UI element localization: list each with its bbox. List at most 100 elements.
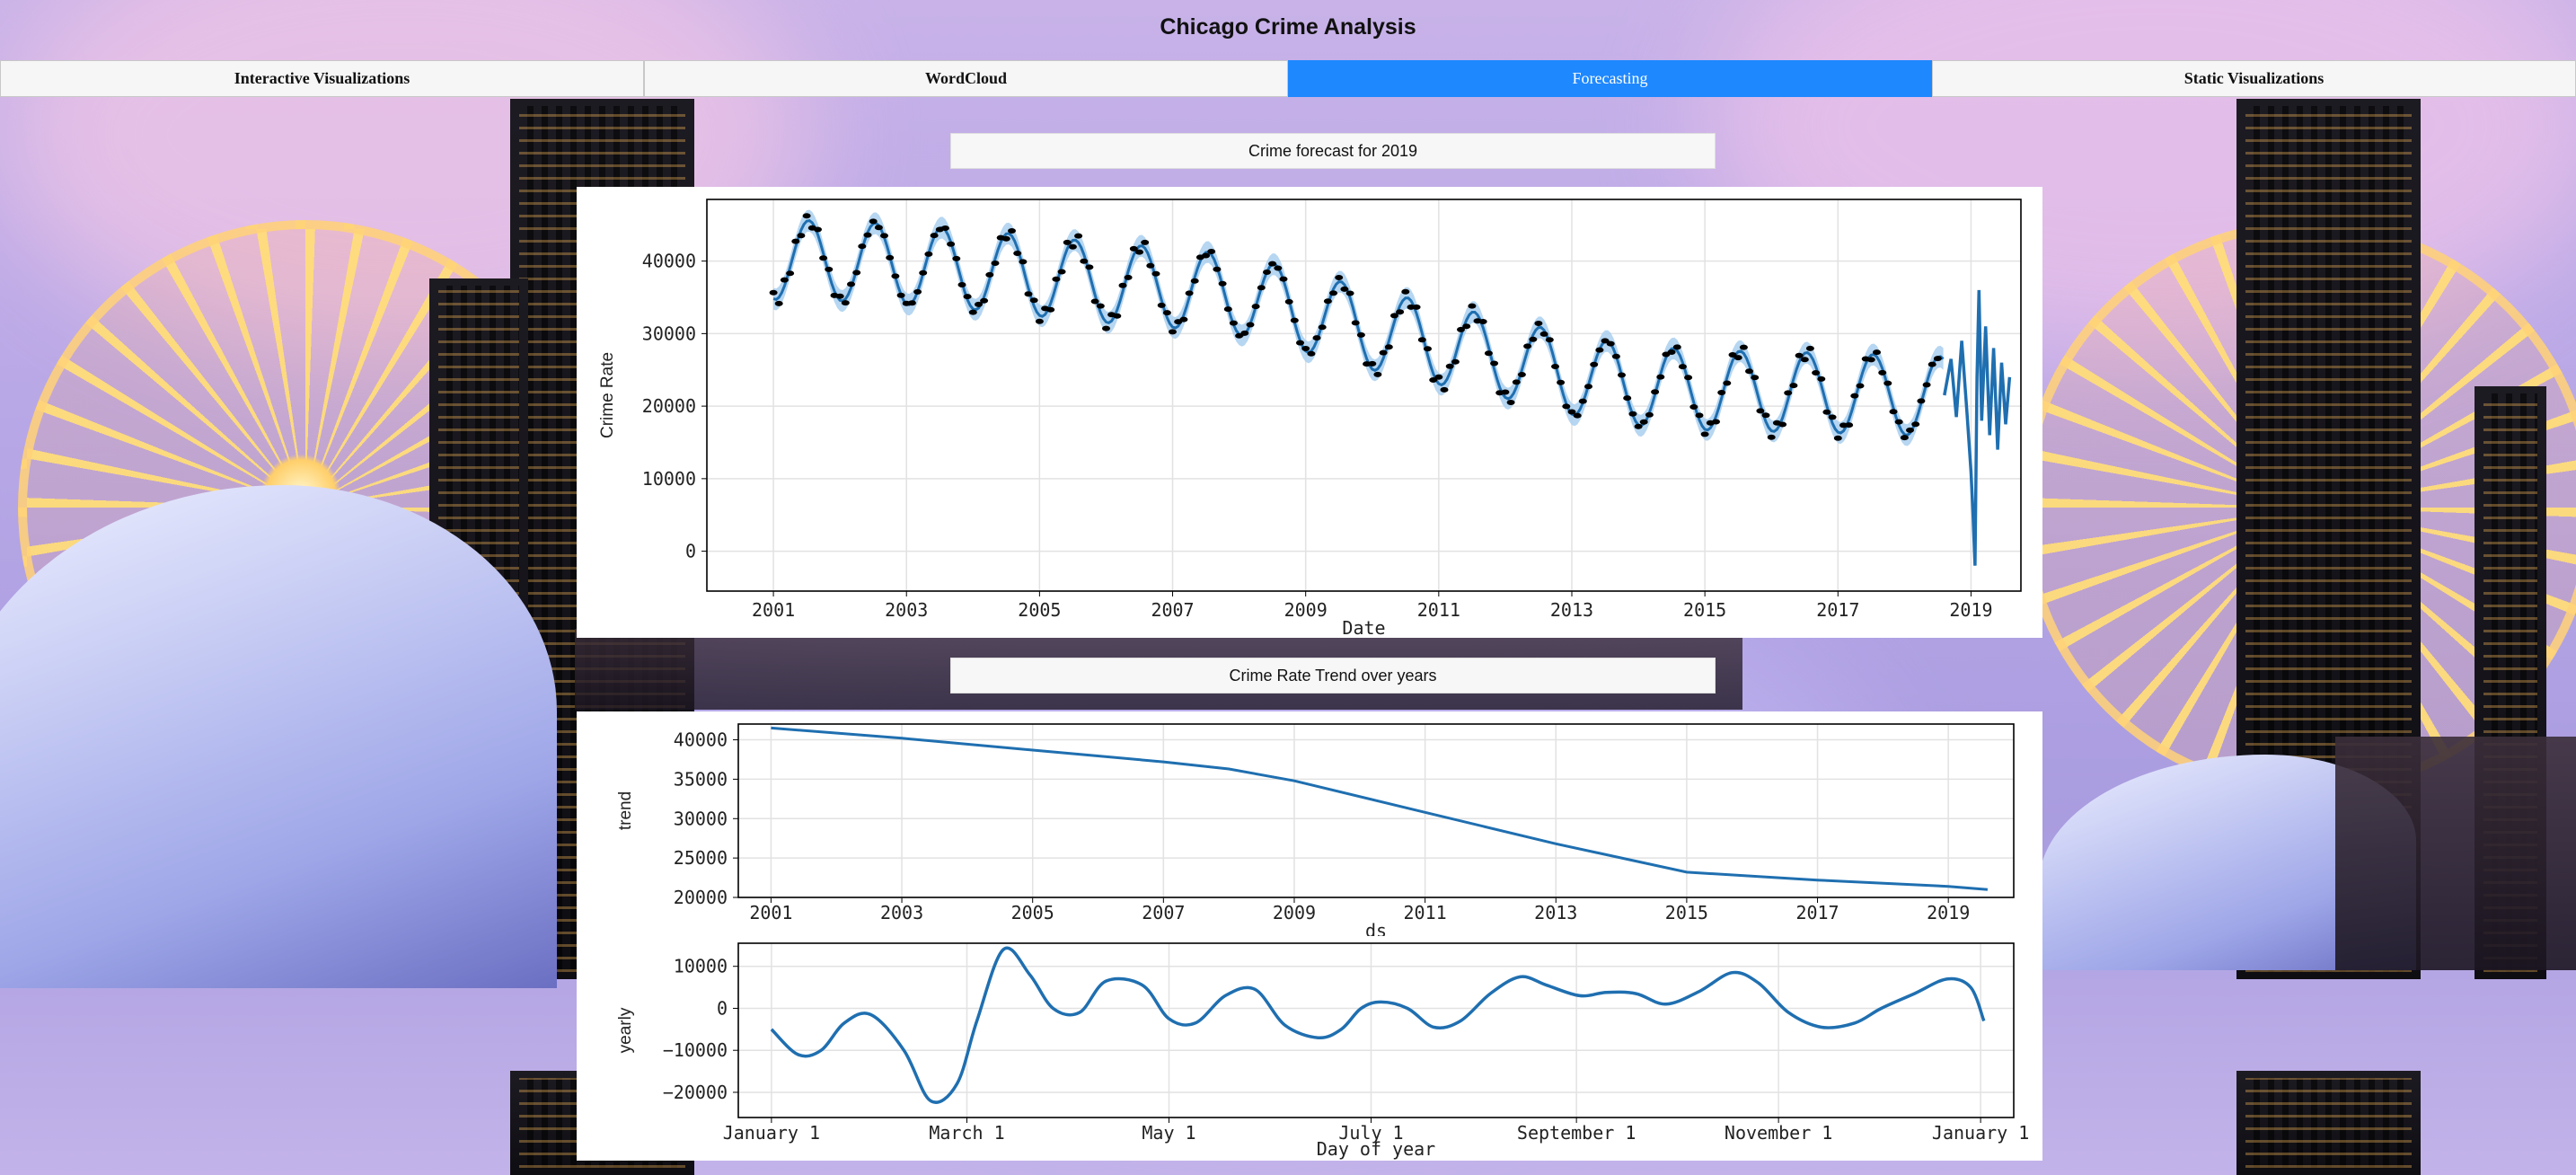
y-tick-label: 0	[717, 997, 728, 1019]
observed-point	[1445, 363, 1454, 369]
x-tick-label: 2019	[1949, 599, 1992, 621]
observed-point	[1739, 344, 1748, 350]
tab-forecasting[interactable]: Forecasting	[1288, 60, 1932, 97]
trend-line	[771, 726, 1989, 891]
observed-point	[1795, 352, 1804, 358]
observed-point	[1833, 435, 1842, 441]
observed-point	[1778, 421, 1787, 428]
observed-point	[863, 232, 872, 238]
observed-point	[1257, 285, 1266, 291]
observed-point	[1789, 383, 1798, 389]
observed-point	[1606, 340, 1615, 347]
x-axis-label: Day of year	[1317, 1138, 1435, 1160]
observed-point	[1761, 412, 1770, 419]
observed-point	[1728, 352, 1737, 358]
y-tick-label: 40000	[674, 729, 728, 751]
observed-point	[1312, 335, 1321, 341]
observed-point	[1412, 304, 1421, 310]
observed-point	[1845, 422, 1854, 428]
x-tick-label: 2011	[1404, 902, 1447, 923]
observed-point	[802, 213, 811, 219]
observed-point	[1623, 395, 1632, 402]
observed-point	[1190, 278, 1199, 284]
observed-point	[1639, 419, 1648, 425]
observed-point	[841, 300, 850, 306]
tab-static-visualizations[interactable]: Static Visualizations	[1932, 60, 2576, 97]
observed-point	[1080, 258, 1089, 264]
tab-wordcloud[interactable]: WordCloud	[644, 60, 1288, 97]
observed-point	[1501, 389, 1510, 395]
observed-point	[1812, 370, 1821, 375]
observed-point	[940, 225, 949, 231]
observed-point	[1618, 372, 1626, 378]
observed-point	[985, 271, 994, 278]
observed-point	[1894, 419, 1903, 425]
page-title: Chicago Crime Analysis	[1160, 14, 1416, 40]
observed-point	[1878, 369, 1887, 375]
observed-point	[1424, 346, 1432, 352]
tab-interactive-visualizations[interactable]: Interactive Visualizations	[0, 60, 644, 97]
x-tick-label: September 1	[1517, 1122, 1636, 1144]
observed-point	[1335, 275, 1344, 280]
observed-point	[1345, 290, 1354, 296]
observed-point	[1052, 276, 1061, 282]
observed-point	[1318, 324, 1327, 331]
observed-point	[1162, 310, 1171, 316]
observed-point	[1512, 379, 1521, 385]
observed-point	[1601, 338, 1610, 344]
observed-point	[1917, 398, 1926, 404]
observed-point	[1035, 318, 1044, 324]
y-axis-label: yearly	[616, 1007, 635, 1053]
observed-point	[869, 218, 878, 225]
observed-point	[1001, 235, 1010, 242]
observed-point	[980, 297, 989, 304]
observed-point	[1246, 322, 1255, 328]
observed-point	[1379, 349, 1388, 356]
observed-point	[1468, 303, 1477, 309]
observed-point	[1019, 259, 1028, 265]
observed-point	[975, 301, 983, 307]
y-tick-label: 0	[685, 541, 696, 562]
observed-point	[1889, 409, 1898, 415]
observed-point	[1179, 316, 1188, 322]
observed-point	[819, 255, 828, 261]
x-tick-label: 2017	[1795, 902, 1839, 923]
observed-point	[847, 281, 855, 287]
observed-point	[1628, 411, 1637, 417]
observed-point	[1562, 403, 1571, 410]
observed-point	[891, 273, 900, 279]
observed-point	[1207, 249, 1216, 254]
observed-point	[1090, 298, 1099, 305]
observed-point	[1873, 349, 1881, 356]
forecast-2019-line	[1943, 289, 2012, 566]
y-tick-label: 35000	[674, 768, 728, 790]
observed-point	[1185, 290, 1194, 296]
x-tick-label: 2015	[1665, 902, 1708, 923]
observed-point	[1024, 291, 1033, 297]
x-tick-label: 2007	[1151, 599, 1194, 621]
observed-point	[1451, 358, 1460, 365]
observed-point	[1373, 371, 1382, 377]
observed-point	[1911, 421, 1920, 428]
x-tick-label: January 1	[1932, 1122, 2029, 1144]
observed-point	[780, 277, 789, 283]
observed-point	[1240, 330, 1249, 336]
observed-point	[1356, 331, 1365, 338]
observed-point	[1828, 414, 1837, 420]
observed-point	[1578, 398, 1587, 404]
observed-point	[1202, 252, 1211, 259]
y-tick-label: 20000	[674, 887, 728, 908]
observed-point	[1645, 411, 1654, 418]
x-tick-label: 2013	[1534, 902, 1577, 923]
observed-point	[1800, 357, 1809, 363]
observed-point	[1767, 434, 1776, 440]
observed-point	[797, 233, 806, 239]
observed-point	[1517, 372, 1526, 377]
tab-bar: Interactive Visualizations WordCloud For…	[0, 60, 2576, 97]
observed-point	[1029, 297, 1038, 304]
observed-point	[1539, 331, 1548, 337]
observed-point	[1279, 276, 1288, 282]
observed-point	[1678, 364, 1687, 370]
plot-frame	[706, 199, 2022, 592]
observed-point	[1672, 344, 1681, 350]
